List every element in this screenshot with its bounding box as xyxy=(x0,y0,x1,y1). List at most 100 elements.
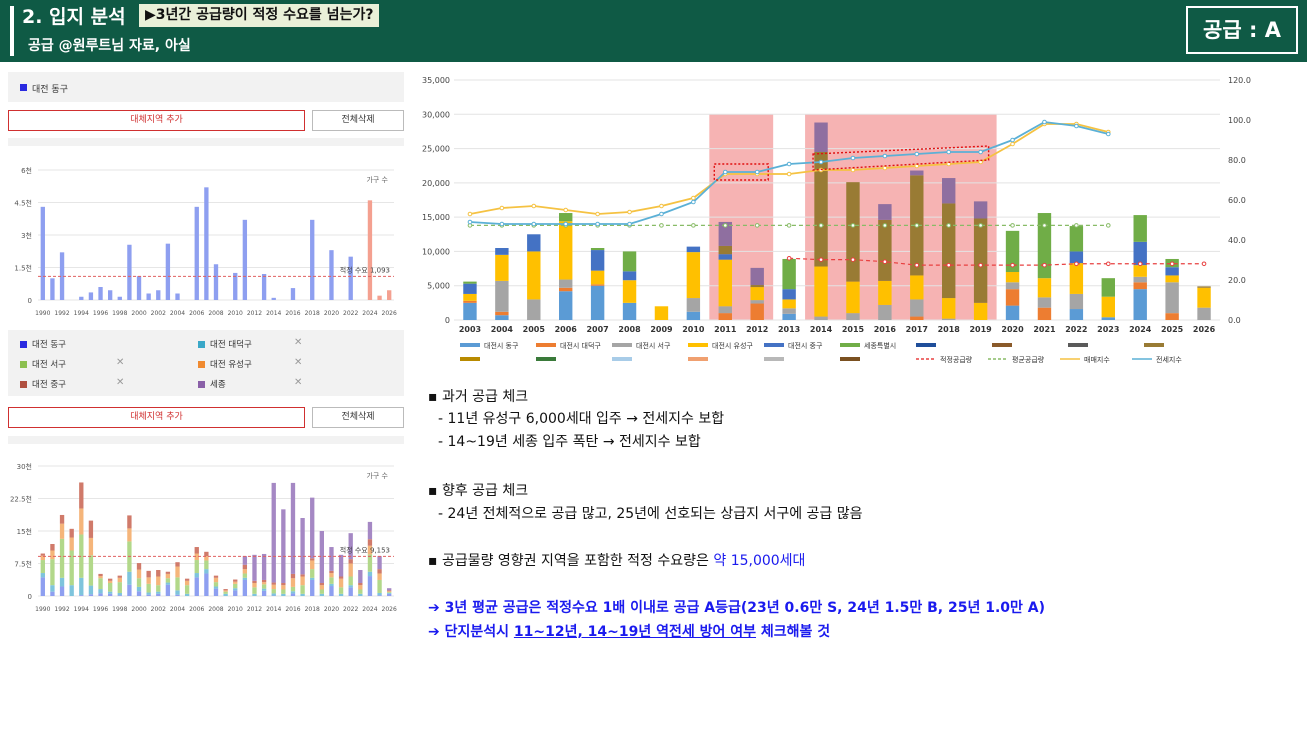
legend-swatch xyxy=(1144,343,1164,347)
bar-segment xyxy=(348,559,353,564)
bar xyxy=(348,256,353,300)
bar-segment xyxy=(463,300,477,303)
bar-segment xyxy=(527,299,541,320)
line-marker xyxy=(978,149,983,155)
line-marker xyxy=(595,211,600,217)
bar-segment xyxy=(1069,226,1084,252)
bar-segment xyxy=(358,570,363,583)
y-tick-label: 10,000 xyxy=(422,247,450,256)
bar-segment xyxy=(495,248,509,255)
bar-segment xyxy=(750,300,764,304)
x-tick-label: 2002 xyxy=(151,606,166,613)
bar-segment xyxy=(1165,282,1179,314)
bar-segment xyxy=(98,578,103,590)
page-title: 2. 입지 분석 xyxy=(22,6,126,28)
line-marker xyxy=(786,161,792,167)
remove-region-icon[interactable]: ✕ xyxy=(294,357,303,368)
bar-segment xyxy=(338,554,344,577)
bar-segment xyxy=(495,254,509,281)
bar-segment xyxy=(1101,278,1115,297)
bar-segment xyxy=(358,593,363,596)
bar-segment xyxy=(1005,272,1020,283)
bar xyxy=(261,274,267,300)
legend-swatch xyxy=(840,357,860,361)
x-tick-label: 2011 xyxy=(714,325,737,334)
bar-segment xyxy=(1133,276,1147,283)
bar xyxy=(213,264,219,300)
add-region-button-2[interactable]: 대체지역 추가 xyxy=(8,407,305,428)
bar-segment xyxy=(156,570,161,577)
legend-swatch xyxy=(992,343,1012,347)
bar-segment xyxy=(1005,289,1020,306)
bar-segment xyxy=(117,595,122,596)
bar-segment xyxy=(156,576,161,586)
line-marker xyxy=(818,159,824,165)
bar-segment xyxy=(184,593,190,596)
x-tick-label: 2014 xyxy=(266,310,281,317)
bar-segment xyxy=(136,563,142,570)
bar-segment xyxy=(559,279,573,288)
remove-region-icon[interactable]: ✕ xyxy=(294,377,303,388)
line-marker xyxy=(659,223,664,228)
bar xyxy=(107,290,113,300)
daejeon-supply-index-chart: 0 5,000 10,000 15,000 20,000 25,000 30,000 35,0… xyxy=(422,76,1251,364)
grade-badge: 공급 : A xyxy=(1186,6,1298,54)
bar-segment xyxy=(329,547,334,571)
x-tick-label: 2024 xyxy=(1129,325,1152,334)
line-marker xyxy=(818,223,824,228)
bar-segment xyxy=(261,584,267,589)
remove-region-icon[interactable]: ✕ xyxy=(294,337,303,348)
bar-segment xyxy=(527,251,541,300)
bar-segment xyxy=(910,299,924,317)
delete-all-button[interactable]: 전체삭제 xyxy=(312,110,404,131)
x-tick-label: 1996 xyxy=(93,606,108,613)
bar-segment xyxy=(290,578,296,587)
y-tick-label: 0 xyxy=(28,593,32,601)
bar-segment xyxy=(750,285,764,288)
bar-segment xyxy=(69,537,74,551)
bar-segment xyxy=(1133,265,1147,277)
bar-segment xyxy=(281,583,286,586)
bar-segment xyxy=(1037,213,1052,279)
x-tick-label: 2025 xyxy=(1161,325,1184,334)
bar-segment xyxy=(329,583,334,587)
x-tick-label: 2024 xyxy=(362,310,377,317)
past-supply-point-2: - 14~19년 세종 입주 폭탄 → 전세지수 보합 xyxy=(438,434,701,450)
legend-swatch xyxy=(20,381,27,388)
bar-segment xyxy=(319,593,325,596)
page-subtitle: 공급 @원루트님 자료, 아실 xyxy=(28,38,191,54)
bar-segment xyxy=(1069,309,1084,320)
x-tick-label: 2014 xyxy=(266,606,281,613)
bar-segment xyxy=(367,539,373,546)
bar-segment xyxy=(718,245,732,255)
line-marker xyxy=(627,221,632,227)
legend-swatch xyxy=(460,357,480,361)
remove-region-icon[interactable]: ✕ xyxy=(116,357,125,368)
bar-segment xyxy=(590,285,605,320)
bar-segment xyxy=(233,579,238,582)
line-marker xyxy=(691,199,696,205)
add-region-button[interactable]: 대체지역 추가 xyxy=(8,110,305,131)
y-tick-label: 25,000 xyxy=(422,145,450,154)
line-marker xyxy=(563,221,569,227)
line-marker xyxy=(850,167,856,173)
bar-segment xyxy=(261,579,267,583)
bar xyxy=(175,293,180,300)
x-tick-label: 2008 xyxy=(618,325,641,334)
legend-swatch xyxy=(20,341,27,348)
y-tick-label: 22.5천 xyxy=(10,495,32,504)
delete-all-button-2[interactable]: 전체삭제 xyxy=(312,407,404,428)
bar-segment xyxy=(910,275,924,300)
remove-region-icon[interactable]: ✕ xyxy=(116,377,125,388)
bar-segment xyxy=(559,287,573,292)
bar-segment xyxy=(261,553,267,580)
y-tick-label: 1.5천 xyxy=(14,264,32,273)
bar-segment xyxy=(261,590,267,596)
bar-segment xyxy=(387,592,392,594)
annotation-box xyxy=(713,163,769,181)
bar-segment xyxy=(338,593,344,596)
bar-segment xyxy=(146,594,151,596)
line-marker xyxy=(722,169,728,175)
bar-segment xyxy=(98,593,103,596)
selected-region-label: 대전 동구 xyxy=(32,85,68,95)
